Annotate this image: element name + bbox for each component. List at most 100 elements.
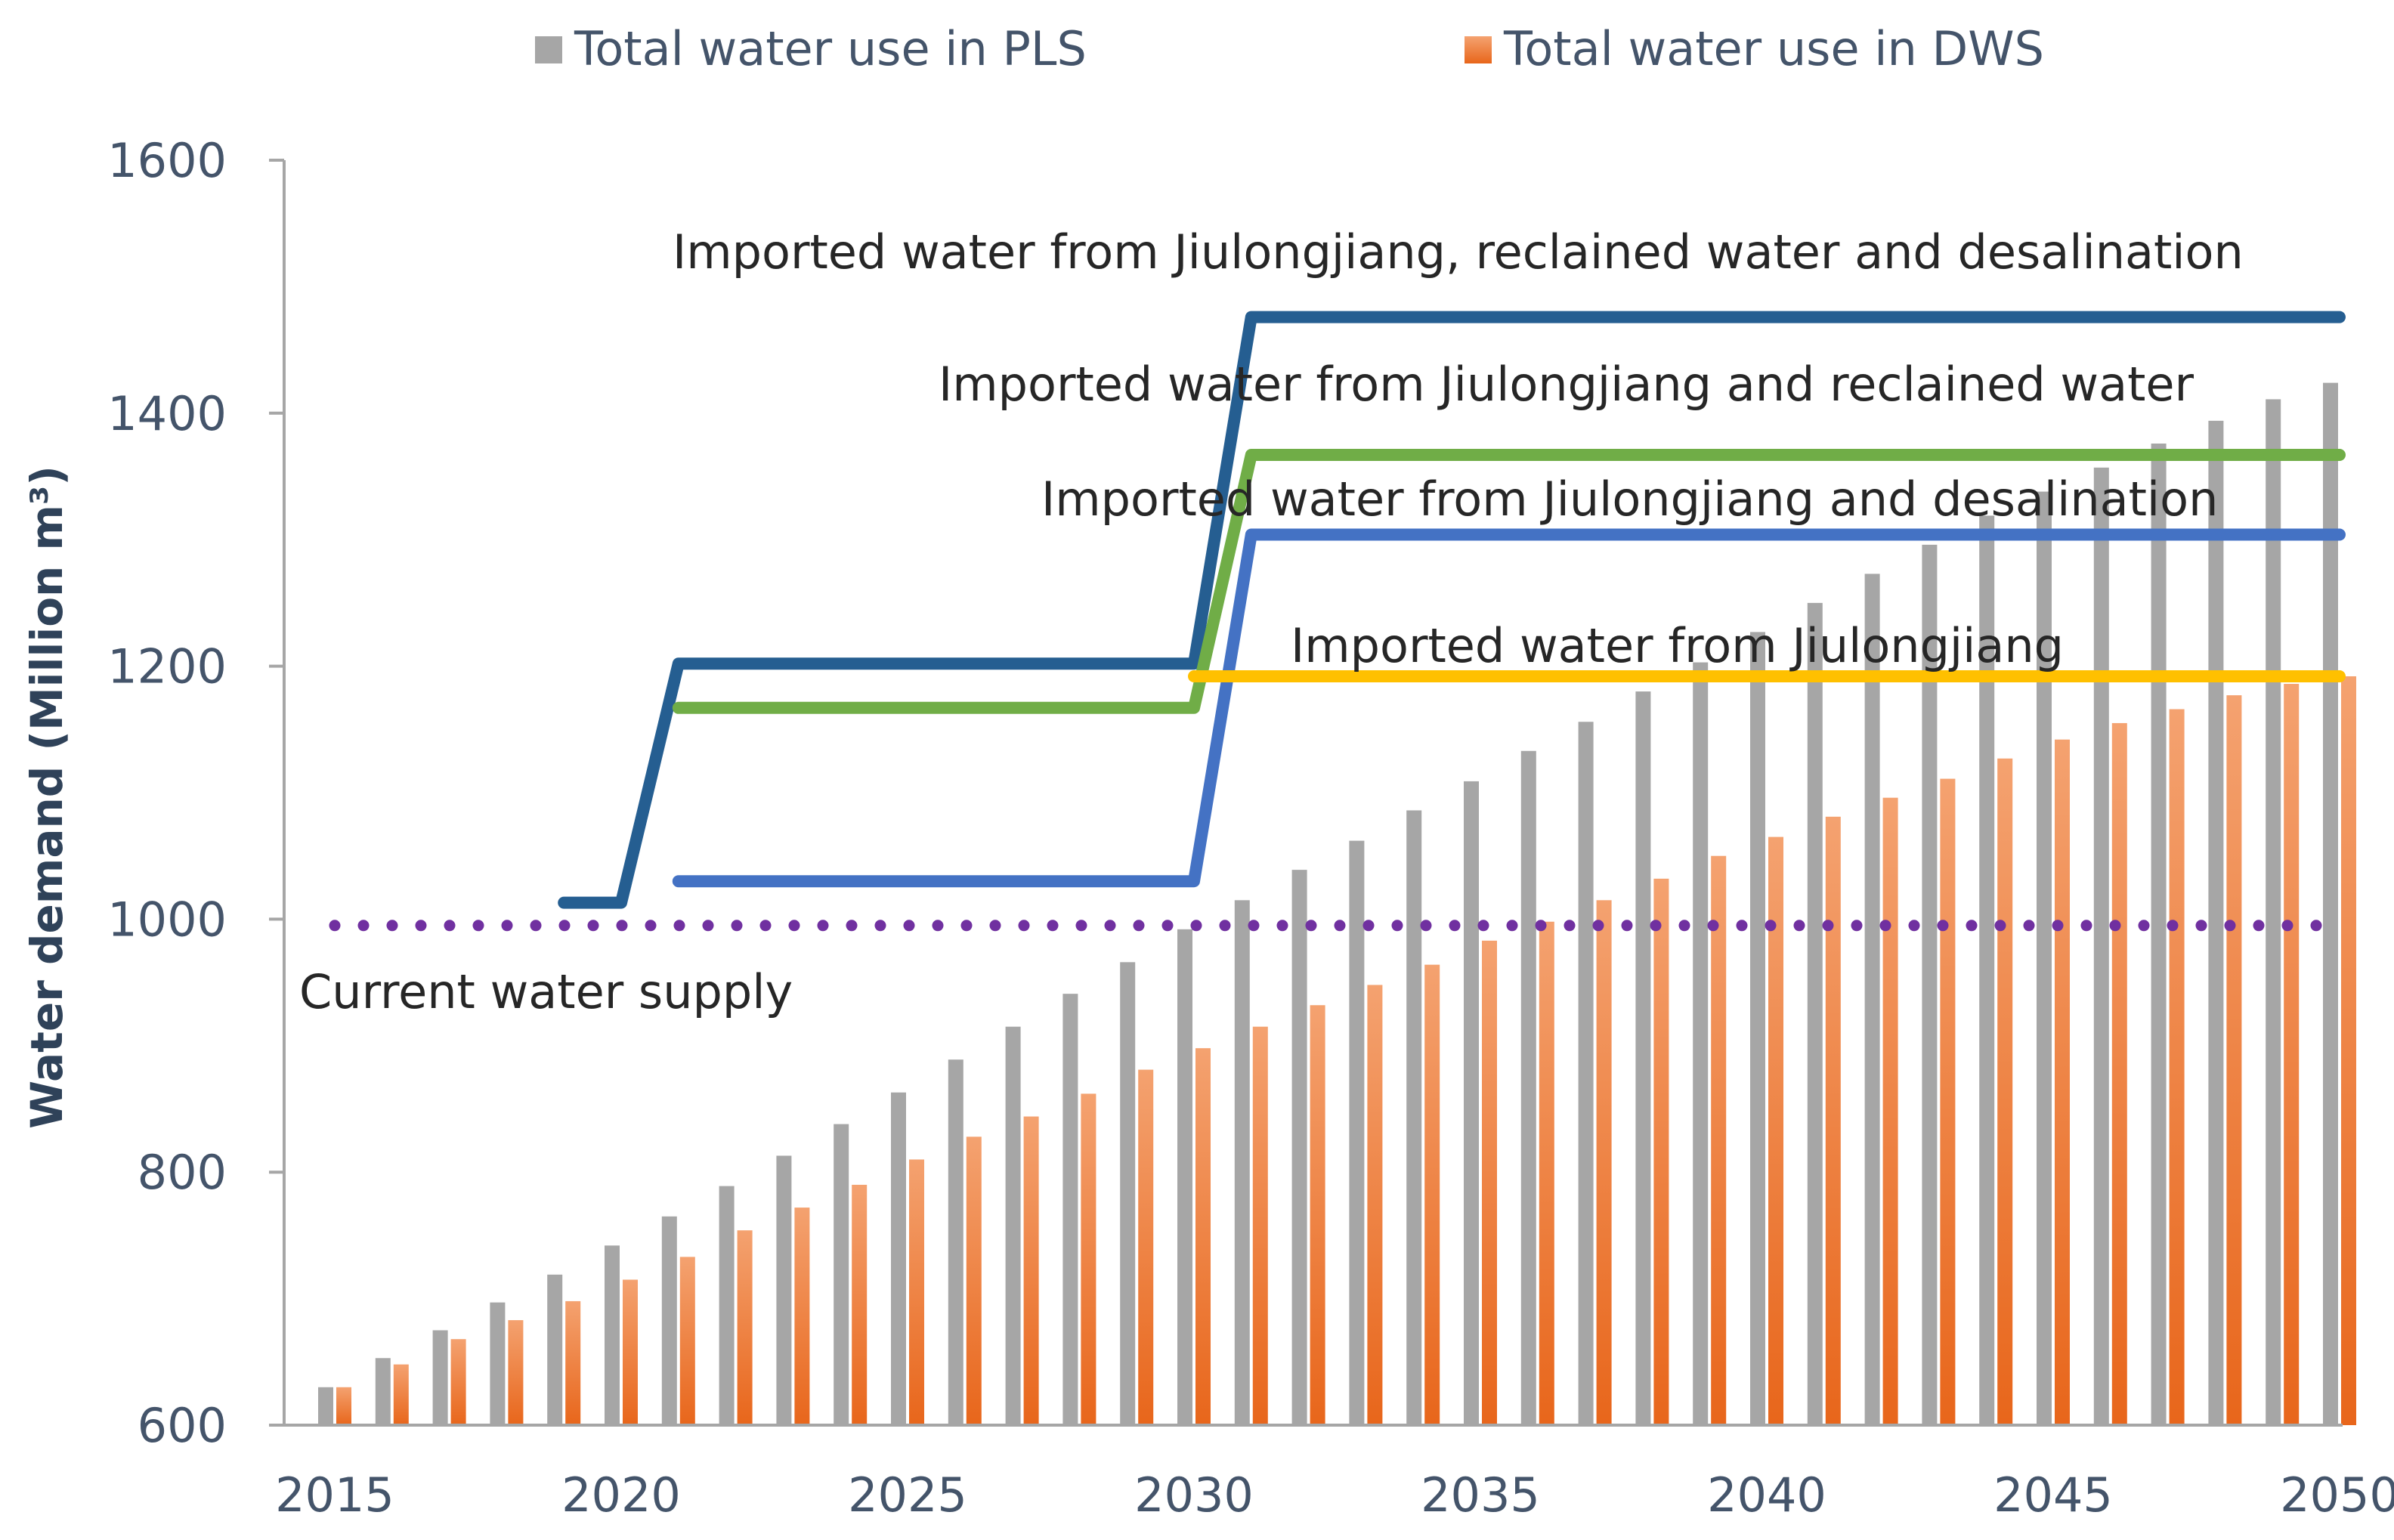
y-tick-label-1000: 1000 bbox=[107, 892, 227, 947]
legend-swatch-dws bbox=[1465, 36, 1492, 63]
bar-dws-2042 bbox=[1882, 797, 1898, 1425]
bar-dws-2033 bbox=[1367, 985, 1383, 1425]
line-0 bbox=[558, 311, 2346, 909]
bar-pls-2037 bbox=[1578, 722, 1594, 1425]
bar-dws-2022 bbox=[737, 1230, 753, 1425]
bar-pls-2042 bbox=[1864, 574, 1880, 1426]
bar-pls-2044 bbox=[1979, 515, 1995, 1425]
bar-dws-2031 bbox=[1252, 1026, 1268, 1425]
bar-pls-2034 bbox=[1406, 810, 1422, 1425]
bar-pls-2024 bbox=[834, 1124, 849, 1425]
bar-pls-2035 bbox=[1464, 781, 1479, 1425]
bar-dws-2030 bbox=[1195, 1048, 1211, 1425]
bar-pls-2046 bbox=[2093, 467, 2109, 1425]
bar-pls-2023 bbox=[776, 1155, 792, 1425]
bar-dws-2047 bbox=[2169, 709, 2185, 1425]
bar-pls-2021 bbox=[661, 1216, 677, 1425]
bar-dws-2044 bbox=[1997, 758, 2013, 1425]
bar-dws-2023 bbox=[794, 1208, 810, 1425]
bar-pls-2036 bbox=[1520, 750, 1536, 1425]
bar-pls-2050 bbox=[2323, 382, 2338, 1425]
bar-pls-2025 bbox=[891, 1092, 906, 1425]
y-tick-label-600: 600 bbox=[138, 1398, 227, 1453]
bar-dws-2037 bbox=[1596, 900, 1612, 1425]
bar-dws-2045 bbox=[2055, 739, 2070, 1425]
bar-pls-2032 bbox=[1291, 870, 1307, 1425]
bars-layer bbox=[318, 382, 2356, 1426]
y-tick-label-1200: 1200 bbox=[107, 639, 227, 694]
ticks-layer: 600 800 1000 1200 1400 1600 2015 2020 2025 2030 20… bbox=[107, 133, 2394, 1523]
bar-pls-2031 bbox=[1234, 900, 1250, 1425]
bar-pls-2015 bbox=[318, 1387, 333, 1425]
bar-dws-2027 bbox=[1023, 1116, 1039, 1425]
bar-pls-2040 bbox=[1750, 632, 1765, 1425]
bar-pls-2041 bbox=[1807, 602, 1823, 1425]
annot-import-reclaim: Imported water from Jiulongjiang and rec… bbox=[939, 357, 2194, 412]
bar-dws-2017 bbox=[450, 1339, 466, 1425]
bar-dws-2035 bbox=[1482, 940, 1497, 1425]
bar-dws-2043 bbox=[1940, 778, 1956, 1425]
bar-dws-2046 bbox=[2111, 722, 2127, 1425]
bar-pls-2020 bbox=[605, 1245, 620, 1425]
lines-layer bbox=[329, 311, 2346, 932]
bar-dws-2049 bbox=[2284, 684, 2300, 1425]
bar-dws-2038 bbox=[1653, 878, 1669, 1425]
bar-dws-2025 bbox=[909, 1159, 924, 1425]
bar-dws-2021 bbox=[679, 1257, 695, 1425]
bar-pls-2027 bbox=[1005, 1026, 1021, 1425]
annot-import-desal: Imported water from Jiulongjiang and des… bbox=[1041, 472, 2218, 527]
bar-dws-2041 bbox=[1825, 816, 1841, 1425]
annot-current-supply: Current water supply bbox=[299, 964, 793, 1019]
bar-dws-2024 bbox=[852, 1184, 868, 1425]
bar-pls-2043 bbox=[1922, 544, 1938, 1425]
bar-dws-2015 bbox=[336, 1387, 351, 1425]
bar-dws-2048 bbox=[2226, 695, 2242, 1425]
x-tick-label-2025: 2025 bbox=[848, 1467, 967, 1523]
bar-pls-2033 bbox=[1349, 840, 1365, 1425]
line-2 bbox=[672, 528, 2346, 888]
bar-pls-2039 bbox=[1693, 662, 1709, 1425]
bar-dws-2028 bbox=[1081, 1093, 1096, 1425]
line-1 bbox=[672, 449, 2346, 714]
bar-dws-2050 bbox=[2341, 676, 2356, 1425]
bar-dws-2036 bbox=[1539, 921, 1554, 1425]
y-tick-label-800: 800 bbox=[138, 1145, 227, 1200]
bar-dws-2018 bbox=[508, 1320, 524, 1425]
bar-pls-2038 bbox=[1635, 691, 1651, 1425]
annot-import-reclaim-desal: Imported water from Jiulongjiang, reclai… bbox=[673, 224, 2244, 280]
bar-dws-2016 bbox=[393, 1364, 409, 1425]
legend-swatch-pls bbox=[535, 36, 562, 63]
bar-dws-2040 bbox=[1768, 836, 1783, 1425]
bar-dws-2020 bbox=[623, 1279, 638, 1425]
bar-pls-2018 bbox=[490, 1302, 506, 1425]
y-axis-label: Water demand (Million m³) bbox=[21, 465, 73, 1129]
bar-pls-2030 bbox=[1177, 929, 1192, 1425]
x-tick-label-2035: 2035 bbox=[1421, 1467, 1540, 1523]
bar-dws-2039 bbox=[1711, 855, 1727, 1425]
bar-dws-2034 bbox=[1424, 964, 1440, 1425]
bar-dws-2032 bbox=[1310, 1005, 1325, 1425]
bar-pls-2017 bbox=[432, 1330, 448, 1425]
bar-pls-2016 bbox=[375, 1358, 391, 1425]
annot-import-only: Imported water from Jiulongjiang bbox=[1291, 618, 2064, 673]
x-tick-label-2015: 2015 bbox=[275, 1467, 394, 1523]
y-tick-label-1400: 1400 bbox=[107, 386, 227, 441]
x-tick-label-2020: 2020 bbox=[561, 1467, 681, 1523]
bar-pls-2029 bbox=[1120, 962, 1136, 1425]
bar-pls-2049 bbox=[2266, 399, 2281, 1425]
bar-pls-2028 bbox=[1062, 994, 1078, 1425]
bar-pls-2047 bbox=[2151, 443, 2167, 1425]
bar-pls-2026 bbox=[948, 1059, 963, 1425]
legend-label-dws: Total water use in DWS bbox=[1503, 21, 2044, 76]
x-tick-label-2050: 2050 bbox=[2280, 1467, 2394, 1523]
bar-pls-2045 bbox=[2037, 491, 2052, 1425]
bar-dws-2026 bbox=[966, 1136, 982, 1425]
bar-dws-2019 bbox=[565, 1300, 581, 1425]
x-tick-label-2045: 2045 bbox=[1993, 1467, 2113, 1523]
bar-pls-2019 bbox=[547, 1274, 563, 1425]
legend-label-pls: Total water use in PLS bbox=[574, 21, 1087, 76]
bar-pls-2022 bbox=[719, 1186, 735, 1425]
x-tick-label-2030: 2030 bbox=[1134, 1467, 1254, 1523]
legend: Total water use in PLS Total water use i… bbox=[535, 21, 2044, 76]
y-tick-label-1600: 1600 bbox=[107, 133, 227, 188]
